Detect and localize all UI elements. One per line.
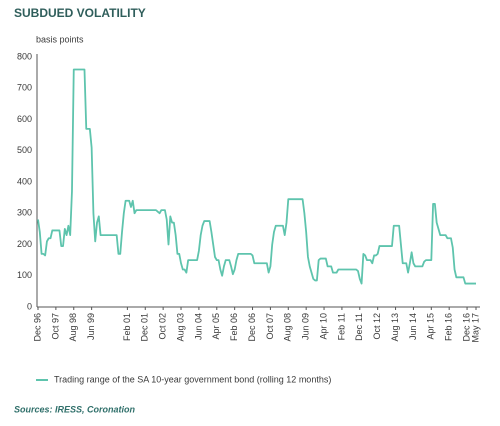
x-tick-label: Dec 16 [461,313,471,342]
y-tick-label: 500 [17,145,32,155]
y-tick-label: 400 [17,176,32,186]
x-tick-label: Jun 99 [86,313,96,340]
x-tick-label: Feb 16 [444,313,454,341]
x-tick-label: Feb 11 [336,313,346,340]
x-tick-label: Apr 10 [318,313,328,340]
legend-label: Trading range of the SA 10-year governme… [54,374,331,384]
x-tick-label: Dec 06 [247,313,257,342]
y-tick-label: 700 [17,83,32,93]
x-tick-label: Dec 11 [354,313,364,341]
y-tick-label: 0 [27,301,32,311]
x-tick-label: Oct 07 [265,313,275,340]
chart-title: SUBDUED VOLATILITY [14,6,146,20]
x-tick-label: Aug 03 [175,313,185,342]
x-tick-label: Oct 02 [158,313,168,340]
x-tick-label: Jun 09 [301,313,311,340]
x-tick-label: May 17 [470,313,480,343]
x-tick-label: Aug 98 [68,313,78,342]
y-tick-label: 800 [17,51,32,61]
y-tick-label: 100 [17,270,32,280]
x-tick-label: Jun 04 [193,313,203,340]
y-tick-label: 600 [17,114,32,124]
x-tick-label: Feb 01 [122,313,132,341]
x-tick-label: Dec 96 [32,313,42,342]
y-tick-label: 200 [17,239,32,249]
line [37,68,476,285]
x-tick-label: Aug 13 [390,313,400,342]
x-tick-label: Oct 12 [372,313,382,340]
x-tick-label: Aug 08 [283,313,293,342]
x-tick-label: Dec 01 [140,313,150,342]
x-tick-label: Apr 05 [211,313,221,340]
x-tick-label: Oct 97 [50,313,60,340]
source: Sources: IRESS, Coronation [14,404,136,414]
y-axis-label: basis points [36,34,84,44]
x-tick-label: Jun 14 [408,313,418,340]
x-tick-label: Feb 06 [229,313,239,341]
y-tick-label: 300 [17,208,32,218]
x-tick-label: Apr 15 [426,313,436,340]
